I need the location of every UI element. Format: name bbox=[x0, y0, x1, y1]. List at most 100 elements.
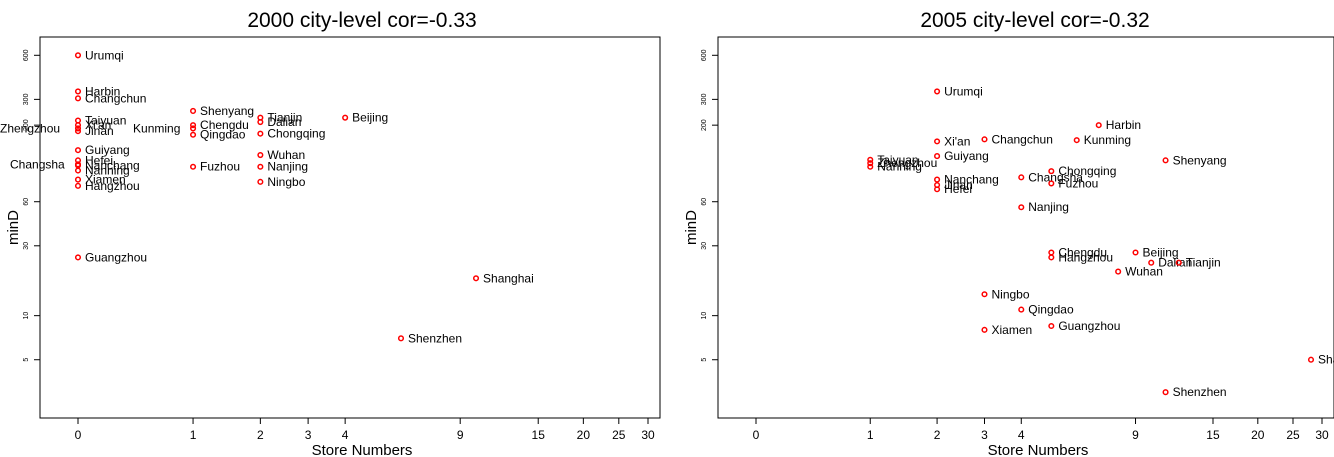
y-tick-label: 60 bbox=[23, 198, 30, 206]
data-point bbox=[981, 136, 988, 143]
data-point bbox=[74, 147, 82, 154]
data-point bbox=[257, 151, 264, 159]
data-point bbox=[1018, 306, 1025, 313]
point-label: Guiyang bbox=[944, 149, 989, 163]
x-tick-label: 1 bbox=[867, 428, 874, 442]
data-point bbox=[1175, 259, 1182, 266]
y-tick-label: 600 bbox=[701, 49, 708, 61]
point-label: Hangzhou bbox=[85, 179, 140, 193]
data-point bbox=[190, 122, 197, 129]
y-axis-label: minD bbox=[5, 210, 22, 245]
point-label: Taiyuan bbox=[85, 114, 126, 128]
data-point bbox=[1073, 137, 1080, 144]
data-point bbox=[867, 156, 874, 163]
point-label: Shenyang bbox=[200, 104, 254, 118]
data-point bbox=[74, 52, 82, 59]
x-tick-label: 3 bbox=[305, 428, 312, 442]
x-tick-label: 0 bbox=[75, 428, 82, 442]
x-tick-label: 2 bbox=[934, 428, 941, 442]
point-label: Wuhan bbox=[267, 148, 305, 162]
data-point bbox=[190, 125, 197, 132]
data-point bbox=[190, 131, 197, 138]
data-point bbox=[1162, 157, 1169, 164]
data-point bbox=[1048, 249, 1055, 256]
data-point bbox=[74, 128, 82, 135]
x-tick-label: 30 bbox=[1315, 428, 1329, 442]
x-tick-label: 15 bbox=[1206, 428, 1220, 442]
x-tick-label: 4 bbox=[342, 428, 349, 442]
y-tick-label: 600 bbox=[23, 49, 30, 61]
data-point bbox=[74, 122, 82, 129]
data-point bbox=[1115, 268, 1122, 275]
x-axis-label: Store Numbers bbox=[312, 442, 413, 457]
point-label: Dalian bbox=[1158, 256, 1192, 270]
point-label: Zhengzhou bbox=[0, 121, 60, 135]
point-label: Harbin bbox=[1106, 118, 1141, 132]
data-point bbox=[342, 114, 349, 121]
x-tick-label: 15 bbox=[532, 428, 546, 442]
point-label: Shenzhen bbox=[1173, 385, 1227, 399]
point-label: Qingdao bbox=[200, 128, 246, 142]
x-tick-label: 1 bbox=[190, 428, 197, 442]
data-point bbox=[1148, 259, 1155, 266]
point-label: Dalian bbox=[267, 115, 301, 129]
data-point bbox=[74, 162, 82, 169]
point-label: Fuzhou bbox=[1058, 176, 1098, 190]
y-tick-label: 30 bbox=[701, 242, 708, 250]
point-label: Urumqi bbox=[944, 84, 983, 98]
point-label: Xiamen bbox=[991, 323, 1032, 337]
point-label: Zhengzhou bbox=[877, 156, 937, 170]
point-label: Hefei bbox=[85, 153, 113, 167]
point-label: Shanghai bbox=[483, 271, 534, 285]
data-point bbox=[1132, 249, 1139, 256]
point-label: Xi'an bbox=[944, 134, 970, 148]
x-tick-label: 20 bbox=[1251, 428, 1265, 442]
data-point bbox=[257, 178, 264, 185]
point-label: Ningbo bbox=[991, 287, 1029, 301]
point-label: Hefei bbox=[944, 182, 972, 196]
data-point bbox=[1018, 174, 1025, 181]
point-label: Jinan bbox=[85, 124, 114, 138]
data-point bbox=[934, 176, 941, 183]
x-tick-label: 9 bbox=[457, 428, 464, 442]
data-point bbox=[1048, 254, 1055, 261]
point-label: Changsha bbox=[1028, 170, 1083, 184]
x-tick-label: 25 bbox=[612, 428, 626, 442]
point-label: Guiyang bbox=[85, 143, 130, 157]
data-point bbox=[1162, 389, 1169, 396]
chart-title: 2000 city-level cor=-0.33 bbox=[247, 9, 476, 32]
point-label: Hangzhou bbox=[1058, 250, 1113, 264]
data-point bbox=[74, 176, 82, 183]
point-label: Nanjing bbox=[267, 160, 308, 174]
point-label: Changsha bbox=[10, 157, 65, 171]
data-point bbox=[257, 119, 264, 126]
data-point bbox=[74, 167, 82, 174]
x-tick-label: 20 bbox=[577, 428, 591, 442]
point-label: Chongqing bbox=[267, 127, 325, 141]
data-point bbox=[190, 163, 197, 170]
data-point bbox=[74, 88, 82, 95]
data-point bbox=[867, 160, 874, 167]
data-point bbox=[257, 163, 264, 170]
data-point bbox=[981, 291, 988, 298]
point-label: Fuzhou bbox=[200, 160, 240, 174]
point-label: Xi'an bbox=[85, 118, 111, 132]
data-point bbox=[1307, 356, 1315, 363]
point-label: Chengdu bbox=[200, 118, 249, 132]
point-label: Shanghai bbox=[1318, 353, 1334, 367]
x-axis-label: Store Numbers bbox=[988, 442, 1089, 457]
data-point bbox=[1048, 322, 1055, 330]
data-point bbox=[934, 186, 941, 193]
data-point bbox=[1018, 204, 1025, 211]
point-label: Shenyang bbox=[1173, 153, 1227, 167]
point-label: Kunming bbox=[133, 121, 180, 135]
data-point bbox=[74, 254, 82, 261]
x-tick-label: 0 bbox=[753, 428, 760, 442]
data-point bbox=[867, 163, 874, 170]
data-point bbox=[934, 138, 941, 145]
point-label: Urumqi bbox=[85, 48, 124, 62]
point-label: Wuhan bbox=[1125, 265, 1163, 279]
data-point bbox=[1095, 122, 1102, 129]
y-axis-label: minD bbox=[683, 210, 700, 245]
